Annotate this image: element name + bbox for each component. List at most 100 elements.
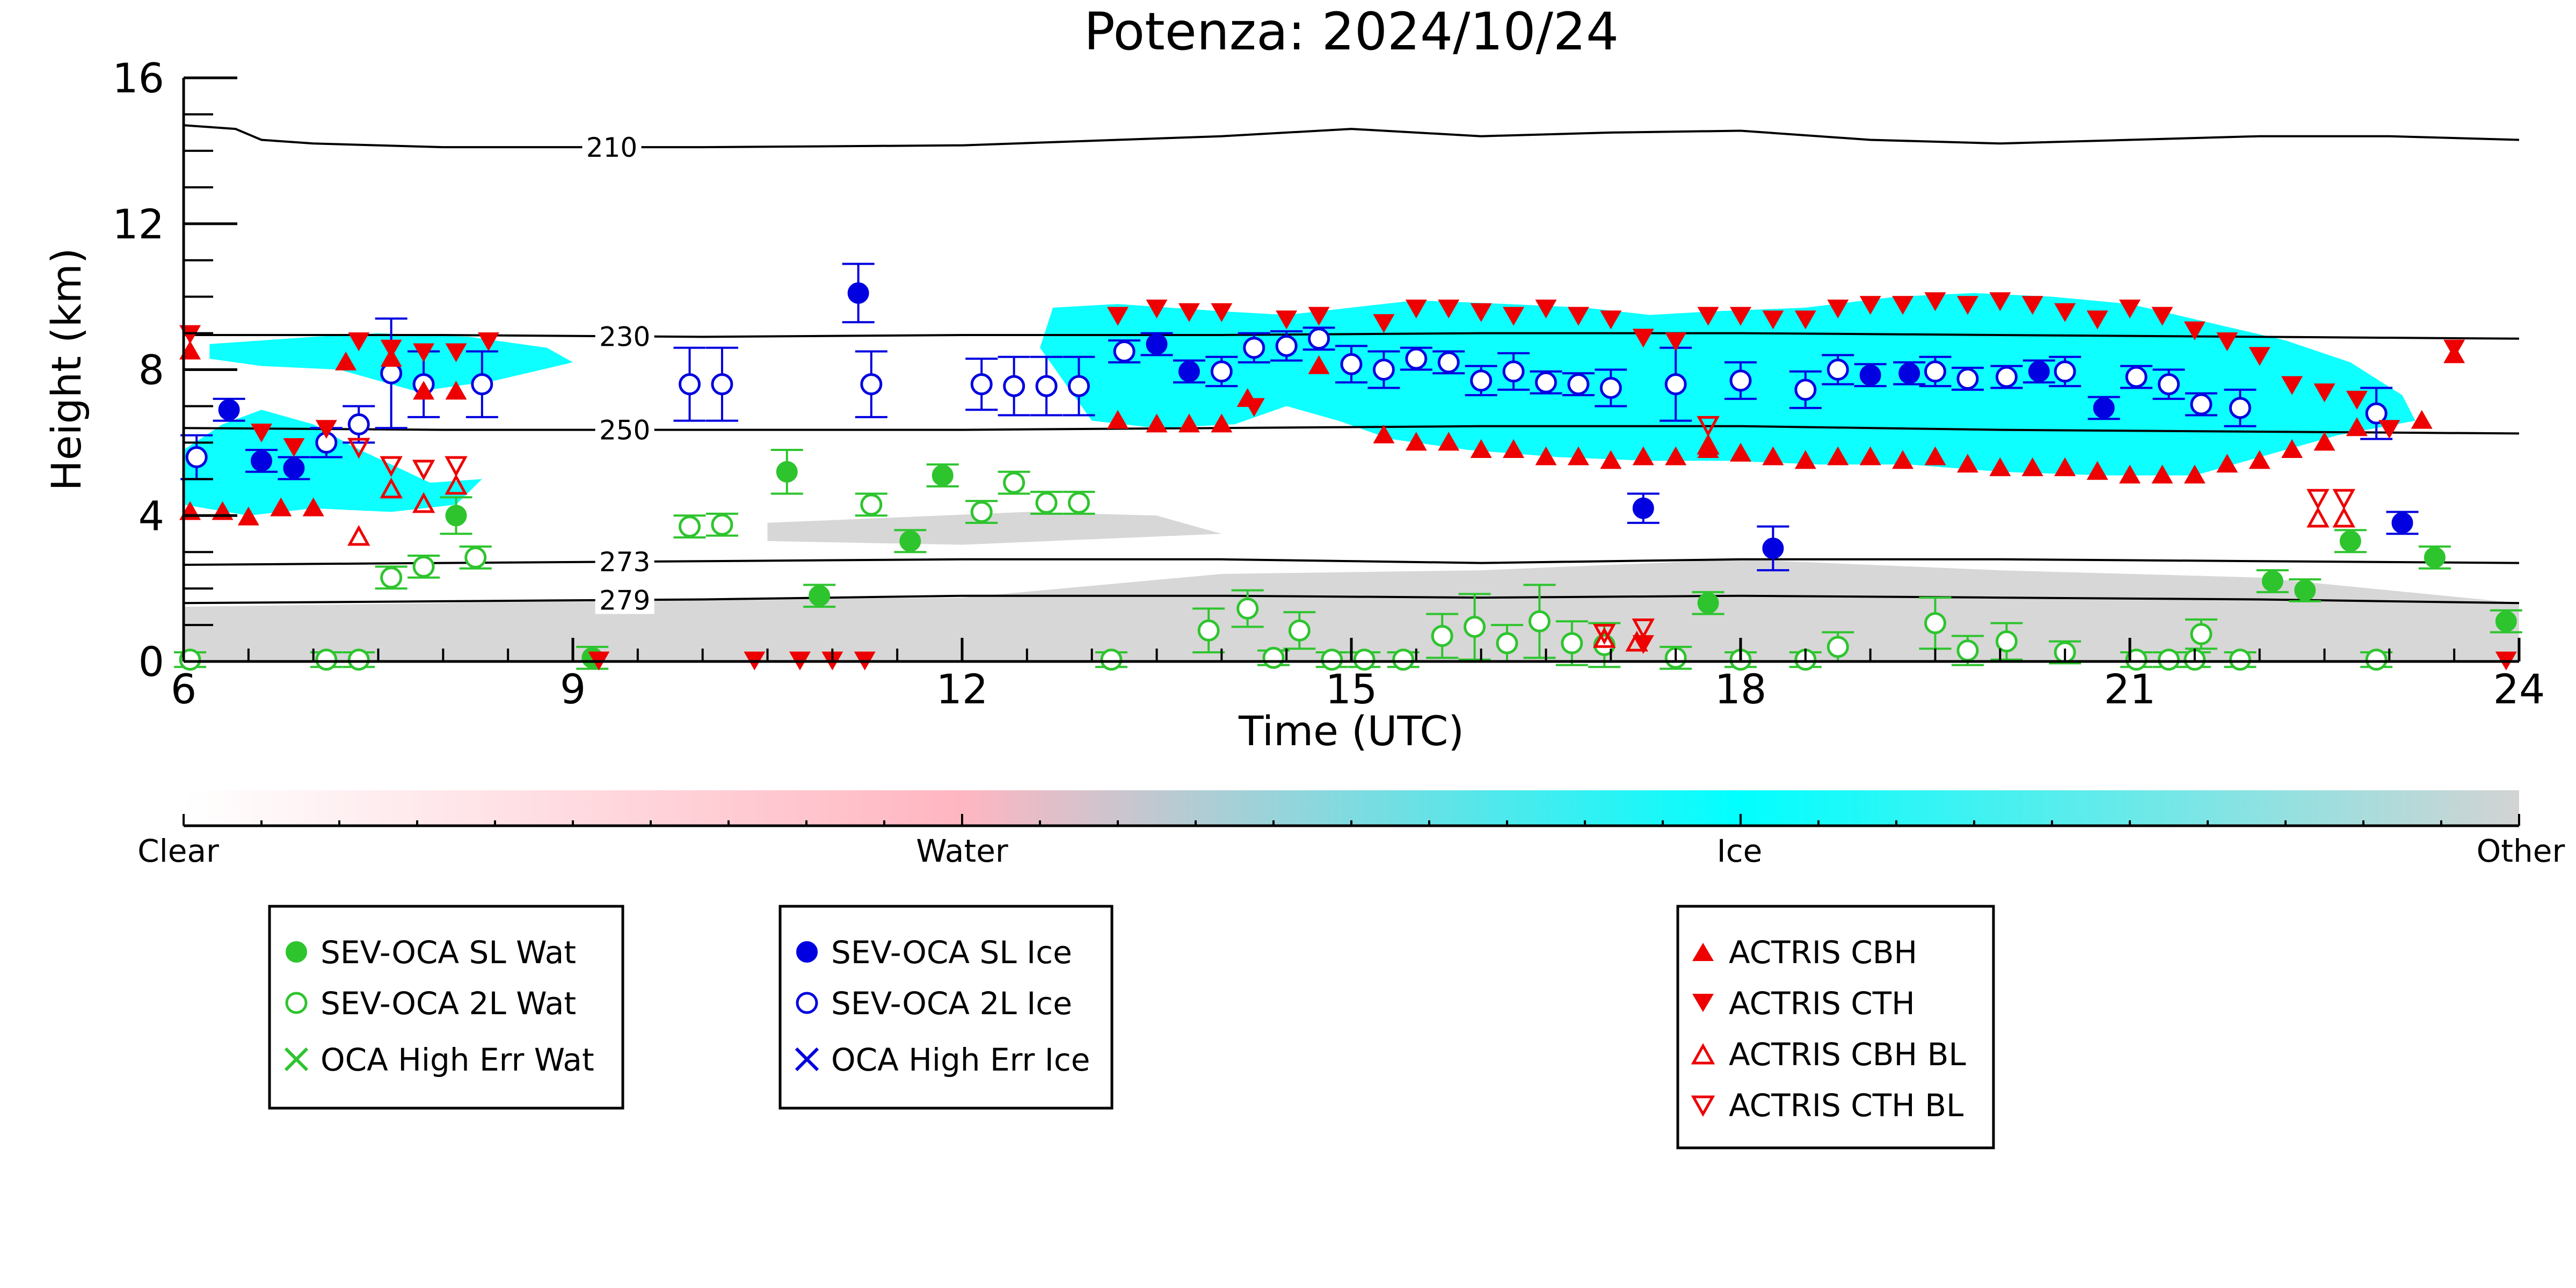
y-tick-label-12: 12 xyxy=(112,200,164,248)
point-4-15 xyxy=(1243,337,1265,359)
point-8-1 xyxy=(380,477,403,499)
point-0-4 xyxy=(899,530,921,552)
point-0-3 xyxy=(809,585,831,607)
point-6-35 xyxy=(2021,457,2043,476)
point-8-6 xyxy=(1697,433,1720,455)
point-6-38 xyxy=(2119,464,2141,484)
point-4-10 xyxy=(1003,375,1025,397)
point-7-8 xyxy=(477,332,499,352)
colorbar-ticks xyxy=(183,814,2520,826)
point-4-6 xyxy=(679,373,701,396)
point-3-4 xyxy=(1146,333,1168,355)
contour-label-250: 250 xyxy=(599,415,650,446)
point-1-39 xyxy=(2229,649,2251,671)
point-4-22 xyxy=(1470,369,1493,392)
cloud-height-markers xyxy=(174,263,2522,671)
point-4-0 xyxy=(185,446,208,469)
point-1-13 xyxy=(1100,649,1123,671)
point-7-25 xyxy=(1503,307,1525,326)
legend-ice-sl-marker xyxy=(796,941,818,963)
point-4-34 xyxy=(2054,360,2076,383)
legend-ice: SEV-OCA SL Ice SEV-OCA 2L Ice OCA High E… xyxy=(778,905,1114,1110)
contour-line-230 xyxy=(184,332,2519,340)
point-1-31 xyxy=(1924,612,1946,635)
point-1-35 xyxy=(2125,649,2148,671)
point-4-29 xyxy=(1794,379,1817,401)
colorbar-label-clear: Clear xyxy=(137,833,219,869)
point-4-16 xyxy=(1275,334,1298,357)
point-7-37 xyxy=(1892,296,1914,315)
point-6-20 xyxy=(1535,446,1557,465)
point-4-13 xyxy=(1113,340,1136,363)
point-1-1 xyxy=(315,649,338,671)
legend-water-2l-label: SEV-OCA 2L Wat xyxy=(321,985,576,1022)
point-4-12 xyxy=(1068,375,1090,397)
point-1-33 xyxy=(1995,630,2018,653)
point-1-9 xyxy=(970,500,993,523)
point-7-47 xyxy=(2216,332,2238,352)
point-3-0 xyxy=(218,399,240,421)
point-7-17 xyxy=(1211,303,1233,322)
legend-actris-cbh-bl-marker xyxy=(1691,1043,1715,1065)
point-3-11 xyxy=(2093,397,2115,419)
point-4-24 xyxy=(1535,371,1557,394)
cloud-region-ice-2 xyxy=(1040,293,2415,476)
point-7-51 xyxy=(2346,390,2368,410)
point-4-32 xyxy=(1956,367,1979,390)
series-sev-oca-sl-ice xyxy=(213,263,2419,572)
point-9-1 xyxy=(380,456,403,477)
point-4-11 xyxy=(1035,375,1058,397)
point-1-20 xyxy=(1392,649,1415,671)
point-7-27 xyxy=(1567,307,1589,326)
point-6-21 xyxy=(1567,446,1589,465)
legend-water-box xyxy=(268,905,624,1110)
point-7-39 xyxy=(1956,296,1978,315)
point-6-14 xyxy=(1308,355,1330,374)
point-1-6 xyxy=(679,515,701,538)
point-6-32 xyxy=(1924,446,1946,465)
y-tick-label-16: 16 xyxy=(112,54,164,102)
point-7-18 xyxy=(1243,398,1265,417)
point-6-34 xyxy=(1989,457,2011,476)
point-6-19 xyxy=(1503,439,1525,458)
point-1-12 xyxy=(1068,491,1090,514)
point-6-4 xyxy=(302,497,324,516)
point-4-37 xyxy=(2190,393,2213,416)
point-1-18 xyxy=(1321,649,1343,671)
contour-label-bg-279 xyxy=(595,586,654,614)
point-1-10 xyxy=(1003,471,1025,494)
point-4-9 xyxy=(970,373,993,396)
point-6-44 xyxy=(2313,432,2335,451)
x-tick-label-21: 21 xyxy=(2104,665,2156,713)
legend-actris-cth-marker xyxy=(1692,994,1714,1012)
y-tick-label-0: 0 xyxy=(139,638,164,686)
colorbar-label-water: Water xyxy=(916,833,1008,869)
point-6-27 xyxy=(1762,446,1784,465)
point-3-2 xyxy=(283,457,305,479)
point-7-48 xyxy=(2248,347,2271,366)
point-1-11 xyxy=(1035,491,1058,514)
point-4-39 xyxy=(2365,402,2388,425)
legend-actris-cbh-bl-label: ACTRIS CBH BL xyxy=(1729,1036,1966,1073)
colorbar-gradient xyxy=(184,790,2519,826)
point-4-8 xyxy=(860,373,883,396)
x-tick-label-12: 12 xyxy=(936,665,988,713)
point-3-9 xyxy=(1898,362,1920,384)
point-0-9 xyxy=(2339,530,2361,552)
point-1-3 xyxy=(380,566,403,589)
point-6-12 xyxy=(1211,413,1233,433)
point-7-28 xyxy=(1600,310,1622,330)
legend-actris-cth-bl-label: ACTRIS CTH BL xyxy=(1729,1087,1963,1124)
x-axis-title: Time (UTC) xyxy=(1238,707,1464,755)
point-4-20 xyxy=(1405,347,1428,370)
point-1-30 xyxy=(1827,636,1849,658)
point-4-14 xyxy=(1210,360,1233,383)
point-6-28 xyxy=(1794,450,1816,469)
point-7-30 xyxy=(1665,332,1687,352)
colorbar-label-ice: Ice xyxy=(1717,833,1763,869)
point-6-3 xyxy=(270,497,292,516)
y-tick-label-8: 8 xyxy=(139,346,164,394)
point-6-41 xyxy=(2216,454,2238,473)
legend-ice-2l-marker xyxy=(796,992,818,1014)
point-1-15 xyxy=(1236,597,1259,620)
